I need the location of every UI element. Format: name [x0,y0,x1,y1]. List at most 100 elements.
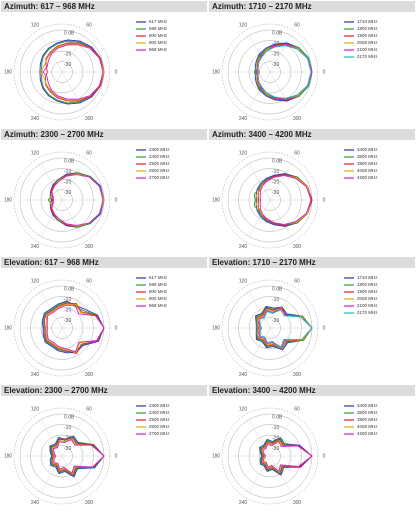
spoke [248,419,271,457]
legend-label: 2100 MHz [357,303,378,308]
theta-tick-label: 240 [31,500,40,506]
spoke [40,419,63,457]
outer-ring [13,23,111,121]
legend-label: 2000 MHz [357,296,378,301]
pattern-curve [259,438,313,475]
r-tick-label: -30 [272,62,279,68]
legend-label: 4200 MHz [357,431,378,436]
pattern-curve [49,435,105,478]
title-bar [209,1,415,12]
outer-ring [221,23,319,121]
title-bar [209,257,415,268]
theta-tick-label: 180 [4,69,13,75]
outer-ring [13,279,111,377]
legend-label: 1900 MHz [357,289,378,294]
theta-tick-label: 240 [239,244,248,250]
legend-label: 2500 MHz [149,417,170,422]
theta-tick-label: 240 [239,116,248,122]
r-tick-label: -30 [64,446,71,452]
pattern-curve [47,172,105,228]
r-tick-label: -30 [272,446,279,452]
pattern-curve [256,45,312,99]
spoke [269,163,292,201]
r-tick-label: -10 [64,297,71,303]
legend-label: 1900 MHz [357,33,378,38]
legend-label: 698 MHz [149,282,168,287]
legend-label: 800 MHz [149,33,168,38]
title-bar [209,129,415,140]
pattern-curve [260,439,313,474]
legend-label: 698 MHz [149,26,168,31]
legend-label: 3400 MHz [357,147,378,152]
theta-tick-label: 120 [31,279,40,285]
spoke [61,327,84,365]
theta-tick-label: 0 [115,453,118,459]
r-tick-label: -20 [64,51,71,57]
theta-tick-label: 60 [86,279,92,285]
theta-tick-label: 180 [212,325,221,331]
legend-label: 2700 MHz [149,431,170,436]
outer-ring [13,407,111,505]
theta-tick-label: 180 [4,453,13,459]
spoke [269,71,292,109]
pattern-curve [40,40,105,104]
legend-label: 3600 MHz [357,410,378,415]
title-bar [1,129,207,140]
pattern-curve [258,308,313,349]
theta-tick-label: 240 [31,372,40,378]
spoke [40,199,63,237]
theta-tick-label: 300 [85,116,94,122]
chart-title: Elevation: 1710 – 2170 MHz [212,258,316,267]
legend-label: 1710 MHz [357,275,378,280]
theta-tick-label: 180 [4,325,13,331]
theta-tick-label: 120 [31,407,40,413]
legend-label: 2000 MHz [357,40,378,45]
theta-tick-label: 60 [86,23,92,29]
title-bar [209,385,415,396]
r-tick-label: 0 dB [64,286,75,292]
theta-tick-label: 0 [323,69,326,75]
theta-tick-label: 300 [85,244,94,250]
theta-tick-label: 60 [294,279,300,285]
r-tick-label: 0 dB [64,414,75,420]
pattern-curve [254,42,313,102]
theta-tick-label: 120 [31,23,40,29]
pattern-curve [44,42,105,102]
pattern-curve [259,437,313,476]
legend-label: 2170 MHz [357,54,378,59]
theta-tick-label: 60 [86,407,92,413]
pattern-curve [257,174,313,226]
legend-label: 2100 MHz [357,47,378,52]
title-bar [1,257,207,268]
r-tick-label: -20 [272,435,279,441]
r-tick-label: -20 [64,179,71,185]
theta-tick-label: 60 [294,151,300,157]
r-tick-label: -20 [272,179,279,185]
spoke [61,199,84,237]
theta-tick-label: 120 [239,407,248,413]
r-tick-label: -30 [64,62,71,68]
pattern-curve [43,302,105,354]
outer-ring [221,407,319,505]
pattern-curve [42,44,104,100]
chart-title: Elevation: 617 – 968 MHz [4,258,99,267]
theta-tick-label: 240 [31,244,40,250]
theta-tick-label: 60 [86,151,92,157]
pattern-curve [48,173,105,227]
r-tick-label: 0 dB [64,158,75,164]
r-tick-label: 0 dB [272,414,283,420]
spoke [40,163,63,201]
chart-title: Azimuth: 1710 – 2170 MHz [212,2,312,11]
r-tick-label: -30 [272,318,279,324]
theta-tick-label: 240 [239,500,248,506]
spoke [269,327,292,365]
pattern-curve [256,307,313,350]
pattern-curve [40,43,105,101]
spoke [40,455,63,493]
theta-tick-label: 300 [85,372,94,378]
theta-tick-label: 240 [239,372,248,378]
theta-tick-label: 0 [323,197,326,203]
pattern-curve [254,44,313,100]
pattern-curve [50,436,105,477]
theta-tick-label: 300 [293,500,302,506]
